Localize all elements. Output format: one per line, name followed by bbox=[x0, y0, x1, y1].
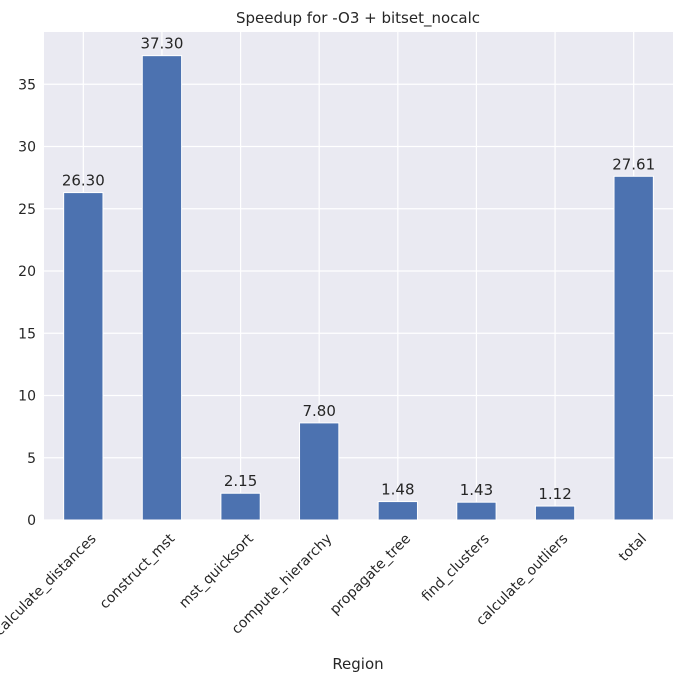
bar-value-label: 26.30 bbox=[62, 172, 105, 190]
y-tick-label: 5 bbox=[27, 451, 36, 467]
bar-value-labels: 26.30 37.30 2.15 7.80 1.48 1.43 1.12 27.61 bbox=[62, 35, 655, 503]
y-axis-ticks: 0 5 10 15 20 25 30 35 bbox=[18, 77, 36, 529]
bar-value-label: 1.43 bbox=[460, 481, 493, 499]
x-tick-label: calculate_distances bbox=[0, 531, 100, 639]
bar-construct-mst bbox=[141, 55, 183, 521]
x-tick-label: construct_mst bbox=[97, 531, 179, 613]
y-tick-label: 20 bbox=[18, 264, 36, 280]
bar-total bbox=[613, 175, 654, 521]
bar-calculate-distances bbox=[63, 192, 104, 521]
y-tick-label: 25 bbox=[18, 202, 36, 218]
bar-propagate-tree bbox=[377, 501, 418, 521]
bar-value-label: 1.48 bbox=[381, 481, 414, 499]
bar-find-clusters bbox=[456, 501, 497, 521]
plot-area bbox=[44, 32, 673, 520]
x-tick-label: propagate_tree bbox=[327, 531, 414, 618]
y-tick-label: 15 bbox=[18, 326, 36, 342]
x-tick-label: find_clusters bbox=[419, 531, 493, 605]
chart-title: Speedup for -O3 + bitset_nocalc bbox=[236, 9, 480, 28]
bar-mst-quicksort bbox=[220, 492, 261, 521]
x-tick-label: total bbox=[616, 531, 650, 565]
bar-calculate-outliers bbox=[534, 505, 576, 521]
x-axis-label: Region bbox=[332, 655, 383, 673]
bar-value-label: 1.12 bbox=[538, 485, 571, 503]
x-tick-label: mst_quicksort bbox=[176, 531, 257, 612]
bars bbox=[63, 55, 654, 521]
bar-value-label: 27.61 bbox=[612, 155, 655, 173]
x-axis-ticks: calculate_distancesconstruct_mstmst_quic… bbox=[0, 531, 650, 640]
bar-value-label: 37.30 bbox=[140, 35, 183, 53]
y-tick-label: 35 bbox=[18, 77, 36, 93]
bar-compute-hierarchy bbox=[299, 422, 340, 521]
bar-value-label: 7.80 bbox=[302, 402, 335, 420]
y-tick-label: 10 bbox=[18, 389, 36, 405]
bar-value-label: 2.15 bbox=[224, 472, 257, 490]
y-tick-label: 30 bbox=[18, 140, 36, 156]
y-tick-label: 0 bbox=[27, 513, 36, 529]
